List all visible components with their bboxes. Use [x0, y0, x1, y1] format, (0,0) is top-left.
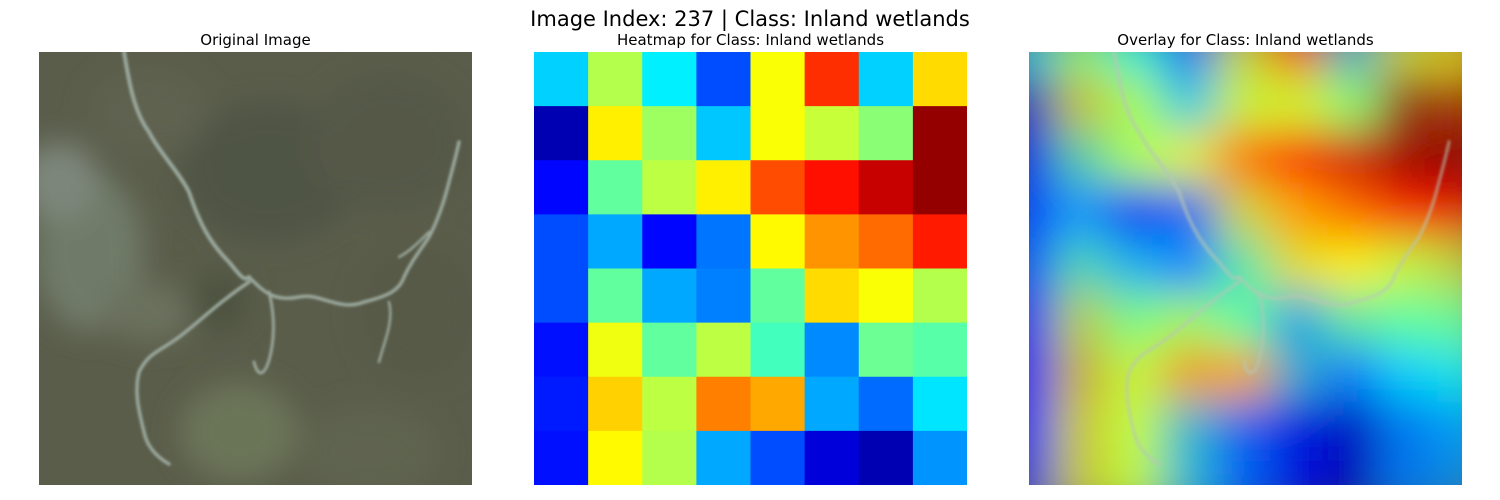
heatmap-cell: [912, 52, 967, 107]
heatmap-cell: [696, 160, 752, 215]
heatmap-cell: [858, 322, 914, 378]
heatmap-cell: [804, 160, 860, 215]
terrain-patches: [39, 67, 472, 485]
heatmap-cell: [912, 376, 967, 432]
heatmap-cell: [912, 268, 967, 324]
heatmap-cell: [588, 106, 643, 161]
heatmap-cell: [534, 160, 589, 215]
heatmap-cell: [696, 106, 752, 161]
heatmap-cell: [804, 322, 860, 378]
heatmap-cell: [804, 52, 860, 107]
heatmap-cell: [804, 268, 860, 324]
heatmap-cell: [588, 376, 643, 432]
heatmap-cell: [534, 376, 589, 432]
heatmap-cell: [750, 430, 806, 485]
heatmap-cell: [750, 160, 806, 215]
heatmap-cell: [804, 106, 860, 161]
original-image-title: Original Image: [200, 31, 311, 49]
heatmap-cell: [588, 214, 643, 270]
heatmap-cell: [642, 160, 697, 215]
heatmap-cell: [642, 52, 697, 107]
heatmap-cell: [858, 430, 914, 485]
heatmap-cell: [750, 214, 806, 270]
heatmap-cell: [912, 214, 967, 270]
heatmap-cell: [696, 376, 752, 432]
heatmap-cell: [858, 376, 914, 432]
original-image: [39, 52, 472, 485]
heatmap-cell: [696, 52, 752, 107]
heatmap-cell: [534, 106, 589, 161]
overlay-image: [1029, 52, 1462, 485]
heatmap-cell: [588, 430, 643, 485]
heatmap-cell: [750, 376, 806, 432]
heatmap-cell: [912, 106, 967, 161]
heatmap-cell: [696, 268, 752, 324]
figure-title: Image Index: 237 | Class: Inland wetland…: [530, 7, 970, 31]
heatmap-cell: [912, 430, 967, 485]
heatmap-cell: [804, 214, 860, 270]
heatmap-cell: [858, 106, 914, 161]
heatmap-cell: [804, 376, 860, 432]
heatmap-cell: [534, 52, 589, 107]
heatmap-cell: [588, 52, 643, 107]
heatmap-cell: [858, 214, 914, 270]
overlay-heat-cell: [1377, 400, 1462, 485]
heatmap-cell: [858, 268, 914, 324]
heatmap-cell: [642, 430, 697, 485]
heatmap-grid: [534, 52, 967, 485]
heatmap-cell: [912, 160, 967, 215]
overlay-heat-layer: [1029, 52, 1462, 485]
heatmap-cell: [642, 322, 697, 378]
heatmap-cell: [750, 52, 806, 107]
heatmap-cell: [534, 214, 589, 270]
overlay-composite: [1029, 52, 1462, 485]
heatmap-cell: [642, 214, 697, 270]
heatmap-cell: [588, 268, 643, 324]
heatmap-cell: [912, 322, 967, 378]
heatmap-cell: [804, 430, 860, 485]
heatmap-title: Heatmap for Class: Inland wetlands: [616, 31, 885, 49]
heatmap-cell: [750, 322, 806, 378]
heatmap-cell: [696, 322, 752, 378]
heatmap-cell: [642, 106, 697, 161]
overlay-river-network: [1112, 52, 1451, 466]
heatmap-cell: [750, 268, 806, 324]
heatmap-cell: [858, 52, 914, 107]
heatmap-cell: [858, 160, 914, 215]
heatmap-cell: [588, 322, 643, 378]
heatmap-cell: [534, 322, 589, 378]
heatmap-cell: [588, 160, 643, 215]
heatmap-cell: [534, 430, 589, 485]
heatmap-cell: [750, 106, 806, 161]
heatmap-cell: [642, 376, 697, 432]
river-network: [122, 52, 461, 466]
heatmap-cell: [696, 214, 752, 270]
satellite-image: [39, 52, 472, 485]
heatmap-cell: [696, 430, 752, 485]
overlay-title: Overlay for Class: Inland wetlands: [1117, 31, 1374, 49]
heatmap: [534, 52, 967, 485]
heatmap-cell: [642, 268, 697, 324]
heatmap-cell: [534, 268, 589, 324]
